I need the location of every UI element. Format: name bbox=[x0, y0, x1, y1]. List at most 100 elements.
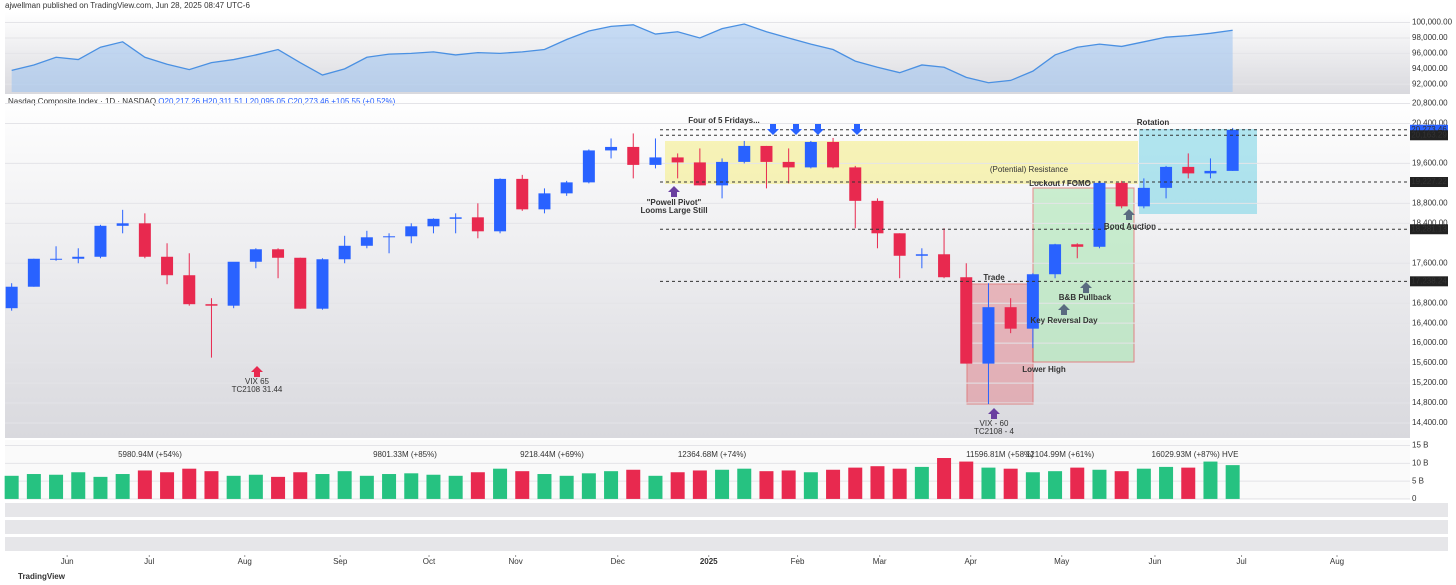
candle-body bbox=[938, 254, 951, 278]
volume-bar bbox=[581, 473, 596, 499]
annotation: TC2108 - 4 bbox=[974, 427, 1015, 436]
annotation: Trade bbox=[983, 273, 1005, 282]
volume-bar bbox=[848, 467, 863, 499]
volume-bar bbox=[470, 472, 485, 499]
candle-body bbox=[205, 304, 218, 306]
price-label-bg bbox=[1410, 177, 1448, 188]
candle-body bbox=[760, 145, 773, 162]
candle-body bbox=[1160, 166, 1173, 188]
candle-body bbox=[427, 218, 440, 227]
x-tick-label: May bbox=[1054, 557, 1069, 566]
footer: TradingView bbox=[18, 572, 66, 581]
candle-body bbox=[982, 307, 995, 364]
volume-bar bbox=[559, 475, 574, 499]
volume-bar bbox=[448, 475, 463, 499]
x-tick-label: Mar bbox=[873, 557, 887, 566]
price-label-bg bbox=[1410, 276, 1448, 287]
price-label-bg bbox=[1410, 130, 1448, 141]
x-tick-label: Sep bbox=[333, 557, 348, 566]
candle-body bbox=[449, 217, 462, 219]
x-tick-label: Aug bbox=[238, 557, 252, 566]
candle-body bbox=[272, 249, 285, 258]
volume-note: 16029.93M (+87%) HVE bbox=[1152, 450, 1239, 459]
x-tick-label: Aug bbox=[1330, 557, 1344, 566]
x-tick-label: Feb bbox=[791, 557, 805, 566]
header: ajwellman published on TradingView.com, … bbox=[5, 1, 250, 10]
volume-bar bbox=[1136, 468, 1151, 499]
y-tick-label: 15,200.00 bbox=[1412, 378, 1448, 387]
candle-body bbox=[249, 249, 262, 262]
volume-bar bbox=[49, 474, 64, 499]
y-tick-label: 14,400.00 bbox=[1412, 418, 1448, 427]
y-tick-label: 10 B bbox=[1412, 458, 1428, 467]
volume-bar bbox=[914, 466, 929, 499]
candle-body bbox=[405, 226, 418, 237]
x-tick-label: Jun bbox=[1149, 557, 1162, 566]
annotation: VIX 65 bbox=[245, 377, 270, 386]
candle-body bbox=[1093, 182, 1106, 247]
candle-body bbox=[671, 157, 684, 163]
volume-bar bbox=[1048, 471, 1063, 499]
y-tick-label: 94,000.00 bbox=[1412, 64, 1448, 73]
y-tick-label: 5 B bbox=[1412, 476, 1424, 485]
volume-bar bbox=[1203, 461, 1218, 499]
candle-body bbox=[338, 245, 351, 260]
y-tick-label: 100,000.00 bbox=[1412, 18, 1453, 27]
y-tick-label: 16,400.00 bbox=[1412, 318, 1448, 327]
annotation: Looms Large Still bbox=[640, 206, 707, 215]
candle-body bbox=[294, 257, 307, 309]
arrows bbox=[1058, 209, 1135, 315]
price-label: 20,273.46 bbox=[1411, 125, 1447, 134]
volume-bar bbox=[670, 472, 685, 499]
annotation: Lower High bbox=[1022, 365, 1066, 374]
arrow bbox=[251, 366, 263, 377]
volume-bar bbox=[1159, 466, 1174, 499]
annotation: "Powell Pivot" bbox=[647, 198, 702, 207]
candle-body bbox=[161, 256, 174, 276]
y-tick-label: 98,000.00 bbox=[1412, 33, 1448, 42]
candle-body bbox=[693, 162, 706, 186]
volume-bar bbox=[692, 470, 707, 499]
candle-body bbox=[72, 256, 85, 259]
candle-body bbox=[183, 275, 196, 305]
rotation-zone bbox=[1139, 129, 1257, 214]
candle-body bbox=[582, 150, 595, 183]
volume-bar bbox=[493, 468, 508, 499]
volume-bar bbox=[182, 468, 197, 499]
volume-bar bbox=[826, 469, 841, 499]
y-tick-label: 15,600.00 bbox=[1412, 358, 1448, 367]
candle-body bbox=[915, 254, 928, 256]
candle-body bbox=[1115, 182, 1128, 207]
volume-bar bbox=[870, 466, 885, 499]
volume-bar bbox=[71, 472, 86, 499]
volume-bar bbox=[537, 474, 552, 499]
volume-bar bbox=[293, 472, 308, 499]
candle-body bbox=[383, 236, 396, 238]
volume-bar bbox=[515, 471, 530, 499]
candle-body bbox=[494, 178, 507, 232]
volume-bar bbox=[1225, 465, 1240, 499]
price-label: 18,281.13 bbox=[1411, 224, 1447, 233]
resistance-zone bbox=[665, 141, 1138, 184]
empty-pane bbox=[5, 503, 1448, 517]
volume-bar bbox=[1114, 471, 1129, 499]
y-tick-label: 18,400.00 bbox=[1412, 218, 1448, 227]
candle-body bbox=[538, 193, 551, 210]
price-label: 19,227.22 bbox=[1411, 177, 1447, 186]
x-tick-label: Oct bbox=[423, 557, 436, 566]
y-tick-label: 20,400.00 bbox=[1412, 119, 1448, 128]
arrows bbox=[767, 124, 863, 135]
arrows bbox=[668, 186, 1000, 419]
volume-bar bbox=[137, 470, 152, 499]
volume-bar bbox=[315, 474, 330, 499]
candle-body bbox=[871, 200, 884, 234]
volume-bar bbox=[781, 470, 796, 499]
candle-body bbox=[960, 277, 973, 364]
volume-bar bbox=[404, 473, 419, 499]
price-label-bg bbox=[1410, 124, 1448, 135]
volume-bar bbox=[382, 474, 397, 499]
y-tick-label: 19,600.00 bbox=[1412, 159, 1448, 168]
x-tick-label: Apr bbox=[964, 557, 977, 566]
candle-body bbox=[627, 146, 640, 165]
